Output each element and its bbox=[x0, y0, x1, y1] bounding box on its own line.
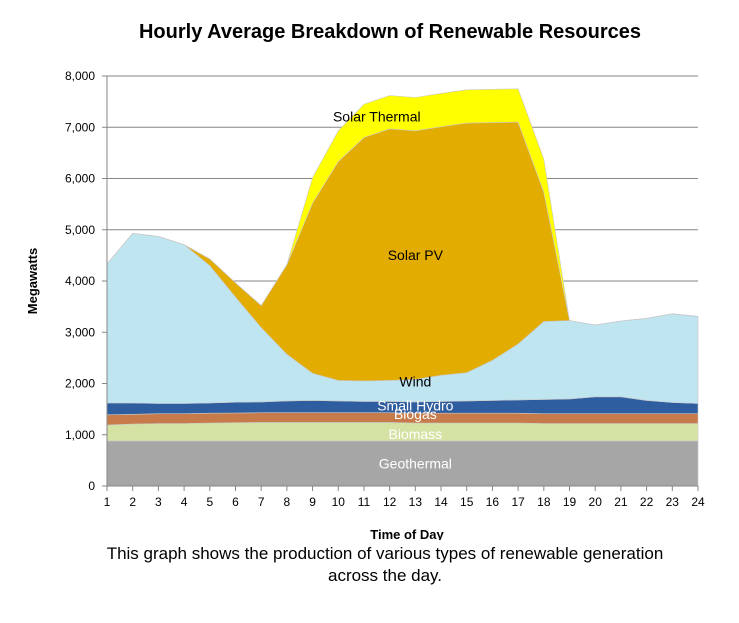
y-tick-labels: 0 1,000 2,000 3,000 4,000 5,000 6,000 7,000 8,00… bbox=[65, 69, 95, 493]
x-axis-title: Time of Day bbox=[370, 527, 444, 540]
x-tick-labels: 1 2 3 4 5 6 7 8 9 10 11 12 13 14 15 16 17 18 19 20 21 22 23 24 bbox=[104, 495, 705, 509]
series-area-solar-thermal bbox=[106, 88, 699, 326]
x-tick-label: 8 bbox=[284, 495, 291, 509]
x-tick-label: 17 bbox=[511, 495, 525, 509]
series-label-solar-pv: Solar PV bbox=[388, 247, 444, 263]
y-tick-label: 4,000 bbox=[65, 274, 95, 288]
x-tick-label: 6 bbox=[232, 495, 239, 509]
y-tick-label: 8,000 bbox=[65, 69, 95, 83]
x-tick-label: 24 bbox=[691, 495, 705, 509]
y-axis-title: Megawatts bbox=[25, 248, 40, 314]
y-tick-label: 0 bbox=[88, 479, 95, 493]
series-label-biogas: Biogas bbox=[394, 406, 437, 422]
x-tick-label: 11 bbox=[358, 495, 371, 509]
y-tick-label: 3,000 bbox=[65, 325, 95, 339]
x-tick-label: 10 bbox=[332, 495, 346, 509]
axes bbox=[102, 75, 699, 491]
x-tick-label: 7 bbox=[258, 495, 265, 509]
series-label-biomass: Biomass bbox=[389, 426, 443, 442]
x-tick-label: 5 bbox=[206, 495, 213, 509]
series-label-small-hydro: Small Hydro bbox=[377, 398, 453, 414]
x-tick-label: 23 bbox=[666, 495, 680, 509]
x-tick-label: 21 bbox=[614, 495, 628, 509]
x-tick-label: 16 bbox=[486, 495, 500, 509]
chart-canvas: 0 1,000 2,000 3,000 4,000 5,000 6,000 7,000 8,00… bbox=[25, 69, 705, 540]
x-tick-label: 4 bbox=[181, 495, 188, 509]
x-tick-label: 1 bbox=[104, 495, 111, 509]
series-label-geothermal: Geothermal bbox=[379, 455, 452, 471]
x-tick-label: 15 bbox=[460, 495, 474, 509]
series-areas bbox=[106, 88, 699, 487]
y-tick-label: 6,000 bbox=[65, 172, 95, 186]
y-tick-label: 5,000 bbox=[65, 223, 95, 237]
caption: This graph shows the production of vario… bbox=[106, 544, 664, 585]
x-tick-label: 18 bbox=[537, 495, 551, 509]
y-tick-label: 2,000 bbox=[65, 377, 95, 391]
series-label-solar-thermal: Solar Thermal bbox=[333, 108, 421, 124]
y-tick-label: 1,000 bbox=[65, 428, 95, 442]
x-tick-label: 13 bbox=[409, 495, 423, 509]
x-tick-label: 22 bbox=[640, 495, 654, 509]
x-tick-label: 20 bbox=[589, 495, 603, 509]
x-tick-label: 3 bbox=[155, 495, 162, 509]
x-tick-label: 19 bbox=[563, 495, 577, 509]
chart-title: Hourly Average Breakdown of Renewable Re… bbox=[138, 21, 641, 43]
y-tick-label: 7,000 bbox=[65, 120, 95, 134]
x-tick-label: 9 bbox=[309, 495, 316, 509]
x-tick-label: 2 bbox=[129, 495, 136, 509]
series-label-wind: Wind bbox=[399, 374, 431, 390]
x-tick-label: 14 bbox=[434, 495, 448, 509]
x-tick-label: 12 bbox=[383, 495, 397, 509]
